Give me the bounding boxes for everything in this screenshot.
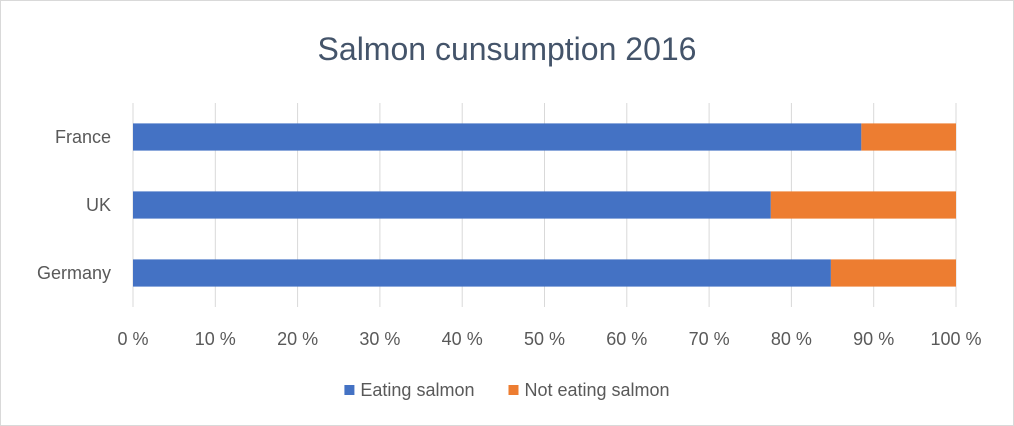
category-label-germany: Germany <box>37 263 111 283</box>
category-labels: France UK Germany <box>37 127 111 283</box>
x-tick-label: 30 % <box>359 329 400 349</box>
bar-germany-not-eating-salmon <box>830 259 956 287</box>
legend-swatch-eating-salmon <box>344 385 355 395</box>
category-label-france: France <box>55 127 111 147</box>
x-tick-label: 20 % <box>277 329 318 349</box>
x-tick-label: 80 % <box>771 329 812 349</box>
x-tick-label: 40 % <box>442 329 483 349</box>
x-tick-labels: 0 % 10 % 20 % 30 % 40 % 50 % 60 % 70 % 80 % 90 % 1… <box>117 329 981 349</box>
legend-swatch-not-eating-salmon <box>508 385 519 395</box>
legend-label-eating-salmon: Eating salmon <box>360 380 474 400</box>
x-tick-label: 60 % <box>606 329 647 349</box>
x-tick-label: 50 % <box>524 329 565 349</box>
legend: Eating salmon Not eating salmon <box>344 380 670 400</box>
x-tick-label: 90 % <box>853 329 894 349</box>
x-tick-label: 70 % <box>689 329 730 349</box>
bar-uk-not-eating-salmon <box>770 191 956 219</box>
x-tick-label: 100 % <box>930 329 981 349</box>
legend-label-not-eating-salmon: Not eating salmon <box>524 380 669 400</box>
bar-france-not-eating-salmon <box>861 123 956 151</box>
bar-france-eating-salmon <box>133 123 862 151</box>
x-tick-label: 10 % <box>195 329 236 349</box>
category-label-uk: UK <box>86 195 111 215</box>
bar-uk-eating-salmon <box>133 191 771 219</box>
bars <box>133 123 956 287</box>
x-tick-label: 0 % <box>117 329 148 349</box>
bar-germany-eating-salmon <box>133 259 831 287</box>
chart-title: Salmon cunsumption 2016 <box>318 31 697 67</box>
